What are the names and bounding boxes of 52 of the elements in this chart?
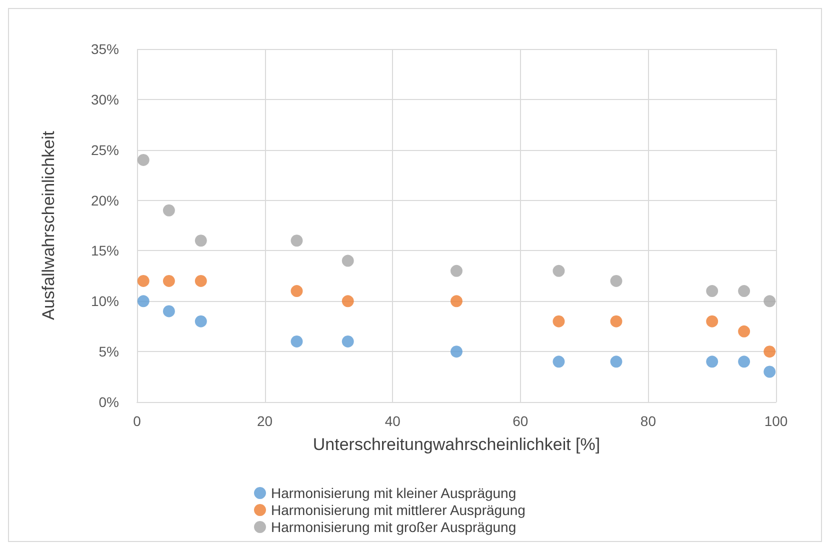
y-tick-label: 30% [90,91,119,108]
point [764,366,776,378]
point [137,154,150,166]
point [290,234,303,247]
y-tick-label: 15% [90,242,119,259]
point [194,315,207,328]
legend-label: Harmonisierung mit mittlerer Ausprägung [271,502,526,518]
x-tick-label: 20 [257,413,273,429]
legend-label: Harmonisierung mit kleiner Ausprägung [271,485,516,501]
point [137,274,150,287]
point [738,325,750,338]
y-tick-label: 20% [90,192,119,208]
point [342,295,354,308]
point [290,285,303,298]
point [552,356,565,368]
point [162,204,175,216]
point [738,356,750,368]
x-tick-label: 100 [764,413,788,429]
point [450,264,462,277]
y-axis-title: Ausfallwahrscheinlichkeit [39,130,58,320]
legend-label: Harmonisierung mit großer Ausprägung [271,519,516,535]
point [552,315,565,328]
x-tick-label: 80 [640,413,656,429]
x-tick-label: 40 [384,413,401,429]
point [450,346,462,358]
point [764,346,776,358]
y-tick-label: 5% [98,344,119,360]
point [342,335,354,348]
point [137,295,150,308]
point [450,295,462,308]
point [706,285,718,298]
y-tick-label: 25% [90,142,119,158]
point [162,274,175,287]
point [162,305,175,318]
x-tick-label: 0 [133,413,142,429]
point [706,356,718,368]
point [610,274,622,287]
x-axis-title: Unterschreitungwahrscheinlichkeit [%] [312,435,600,454]
point [194,274,207,287]
point [706,315,718,328]
y-tick-label: 10% [90,293,119,310]
x-tick-label: 60 [512,413,528,429]
y-tick-label: 35% [90,41,119,57]
point [610,315,622,328]
point [342,254,354,267]
point [290,335,303,348]
y-tick-label: 0% [98,394,119,410]
point [610,356,622,368]
point [194,234,207,247]
point [552,264,565,277]
point [738,285,750,298]
point [764,295,776,308]
